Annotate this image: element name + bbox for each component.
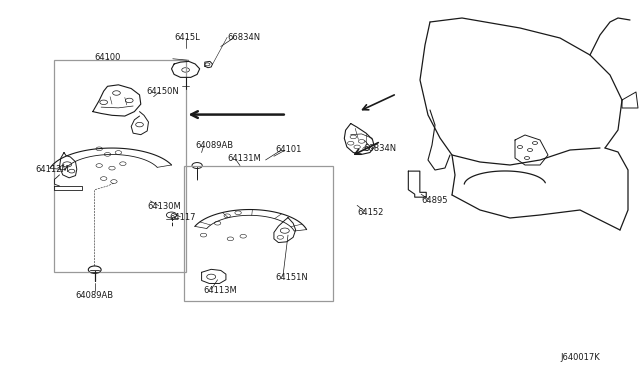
Text: 64151N: 64151N bbox=[275, 273, 308, 282]
Text: J640017K: J640017K bbox=[561, 353, 600, 362]
Bar bbox=[184, 166, 333, 301]
Text: 64112M: 64112M bbox=[35, 165, 69, 174]
Text: 64131M: 64131M bbox=[227, 154, 261, 163]
Text: 66834N: 66834N bbox=[227, 33, 260, 42]
Text: 64152: 64152 bbox=[357, 208, 383, 217]
Text: 66834N: 66834N bbox=[364, 144, 397, 153]
Text: 64117: 64117 bbox=[170, 213, 196, 222]
Text: 64089AB: 64089AB bbox=[76, 291, 114, 300]
Bar bbox=[54, 60, 186, 272]
Text: 64113M: 64113M bbox=[204, 286, 237, 295]
Text: 64100: 64100 bbox=[94, 53, 121, 62]
Text: 64101: 64101 bbox=[275, 145, 301, 154]
Text: 64089AB: 64089AB bbox=[195, 141, 234, 150]
Text: 64150N: 64150N bbox=[146, 87, 179, 96]
Text: 64130M: 64130M bbox=[147, 202, 181, 211]
Text: 64895: 64895 bbox=[421, 196, 447, 205]
Text: 6415L: 6415L bbox=[174, 33, 200, 42]
